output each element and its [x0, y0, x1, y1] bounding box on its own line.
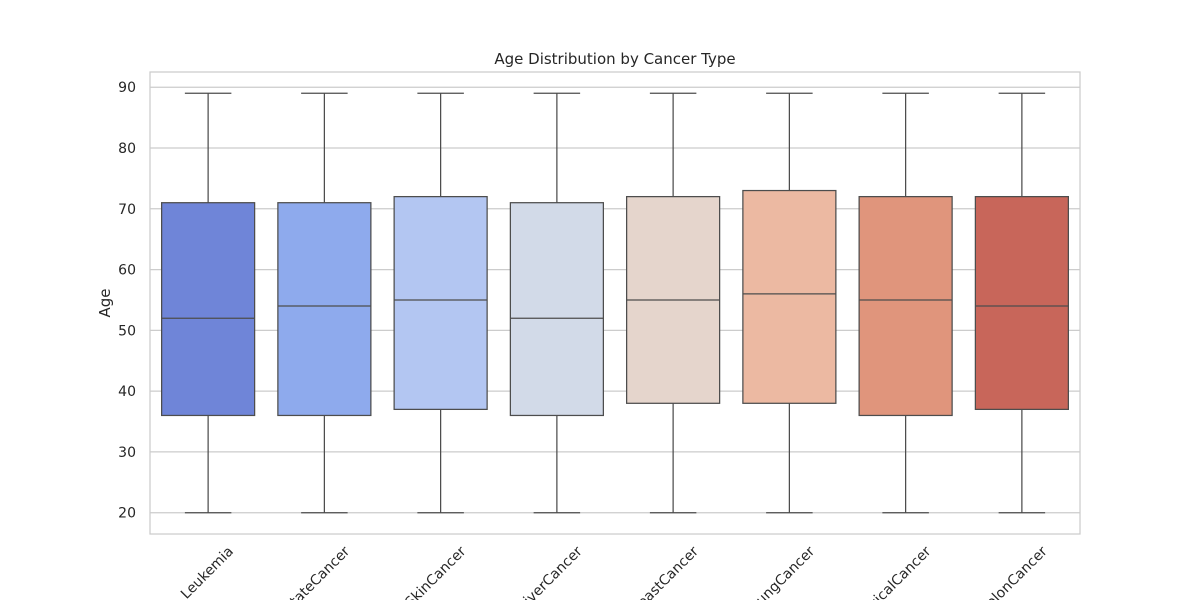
iqr-box — [277, 202, 372, 417]
box-prostatecancer — [277, 92, 372, 514]
iqr-box — [161, 202, 256, 417]
boxes-group — [161, 92, 1069, 514]
y-tick-label: 40 — [118, 384, 136, 400]
iqr-box — [742, 189, 837, 404]
y-tick-labels: 20 30 40 50 60 70 80 90 — [118, 80, 136, 522]
y-tick-label: 80 — [118, 141, 136, 157]
plot-frame — [149, 71, 1081, 535]
chart-title: Age Distribution by Cancer Type — [494, 50, 735, 68]
y-tick-label: 90 — [118, 80, 136, 96]
iqr-box — [509, 202, 604, 417]
y-tick-label: 50 — [118, 323, 136, 339]
box-lungcancer — [742, 92, 837, 514]
iqr-box — [393, 195, 488, 411]
y-axis-label: Age — [96, 288, 114, 317]
box-livercancer — [509, 92, 604, 514]
box-breastcancer — [626, 92, 721, 514]
y-tick-label: 70 — [118, 202, 136, 218]
iqr-box — [974, 195, 1069, 411]
y-tick-label: 20 — [118, 506, 136, 522]
y-tick-label: 30 — [118, 445, 136, 461]
box-cervicalcancer — [858, 92, 953, 514]
box-coloncancer — [974, 92, 1069, 514]
box-leukemia — [161, 92, 256, 514]
iqr-box — [858, 195, 953, 417]
y-tick-label: 60 — [118, 263, 136, 279]
box-skincancer — [393, 92, 488, 514]
